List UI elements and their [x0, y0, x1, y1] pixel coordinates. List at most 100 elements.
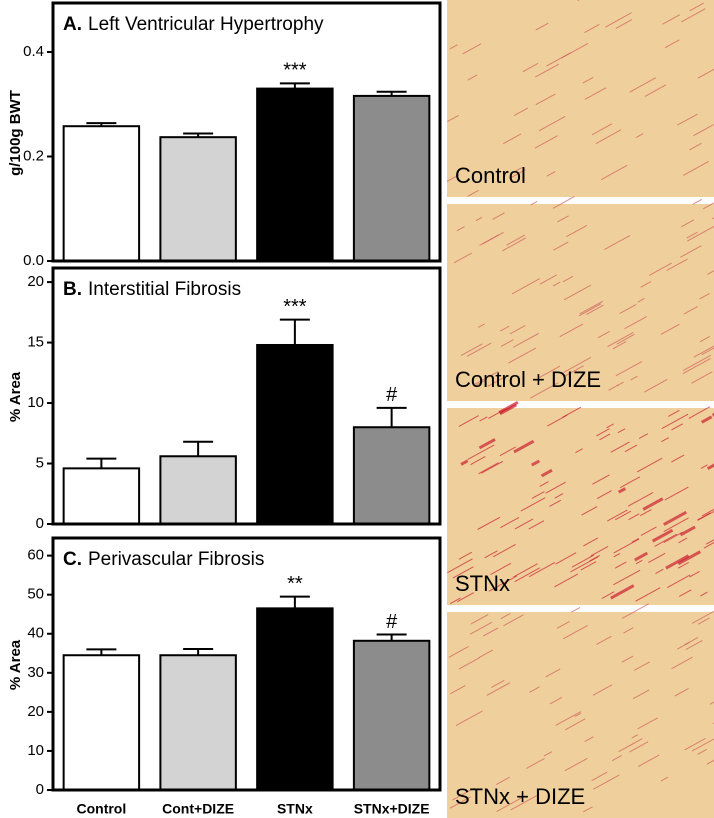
- fiber-stain: [580, 561, 597, 571]
- fiber-stain: [611, 754, 622, 762]
- fiber-stain: [584, 87, 607, 100]
- fiber-stain: [703, 542, 714, 549]
- fiber-stain: [596, 428, 610, 437]
- fiber-stain: [582, 806, 593, 813]
- fiber-stain: [538, 115, 566, 132]
- fiber-stain: [502, 133, 522, 145]
- fiber-stain: [615, 19, 633, 29]
- chart-frame: [51, 1, 442, 263]
- fiber-stain: [522, 62, 539, 73]
- y-axis-label: % Area: [7, 639, 24, 690]
- fiber-stain: [619, 303, 637, 314]
- title-text: Left Ventricular Hypertrophy: [88, 14, 324, 35]
- fiber-stain: [684, 737, 706, 751]
- bar: [256, 607, 334, 791]
- image-label: STNx: [455, 571, 510, 596]
- fiber-stain: [590, 545, 609, 557]
- significance-label: **: [287, 573, 303, 595]
- fiber-stain: [682, 354, 712, 371]
- fiber-stain: [624, 444, 638, 453]
- fiber-stain: [565, 718, 586, 731]
- fiber-stain: [514, 518, 534, 530]
- fiber-stain: [458, 415, 479, 427]
- fiber-stain: [563, 284, 592, 301]
- fiber-stain: [640, 281, 652, 288]
- fiber-stain: [525, 758, 545, 769]
- y-tick-label: 20: [27, 703, 44, 720]
- y-tick-label: 20: [27, 273, 44, 290]
- fiber-stain: [452, 566, 474, 579]
- title-text: Perivascular Fibrosis: [88, 549, 264, 570]
- bar: [352, 426, 431, 525]
- fiber-stain: [681, 8, 706, 23]
- fiber-stain: [466, 342, 492, 357]
- fiber-stain: [689, 571, 700, 578]
- fiber-stain: [462, 43, 482, 55]
- fiber-stain: [617, 487, 627, 494]
- fiber-stain: [664, 486, 689, 501]
- bar: [62, 654, 141, 791]
- fiber-stain: [664, 39, 680, 49]
- fiber-stain: [449, 597, 461, 605]
- fiber-stain: [447, 558, 473, 574]
- fiber-stain: [555, 552, 577, 565]
- fiber-stain: [610, 441, 630, 453]
- fiber-stain: [477, 516, 501, 530]
- fiber-stain: [651, 528, 674, 543]
- fiber-stain: [699, 292, 710, 300]
- fiber-stain: [449, 44, 458, 50]
- fiber-stain: [582, 76, 594, 84]
- fiber-stain: [619, 476, 641, 489]
- title-text: Interstitial Fibrosis: [88, 279, 241, 300]
- fiber-stain: [529, 686, 540, 693]
- fiber-stain: [475, 216, 483, 222]
- fiber-stain: [539, 481, 549, 487]
- fiber-stain: [610, 584, 635, 600]
- y-tick-label: 0.4: [23, 43, 44, 60]
- y-tick-label: 40: [27, 625, 44, 642]
- fiber-stain: [529, 382, 559, 399]
- fiber-stain: [540, 468, 553, 478]
- fiber-stain: [668, 409, 680, 417]
- fiber-stain: [460, 459, 469, 466]
- significance-label: #: [386, 384, 398, 406]
- fiber-stain: [661, 413, 689, 430]
- panel-letter: B.: [63, 279, 82, 300]
- fiber-stain: [553, 241, 569, 251]
- histology-image: [447, 204, 714, 401]
- fiber-stain: [484, 550, 498, 559]
- fiber-stain: [644, 84, 667, 97]
- fiber-stain: [592, 474, 610, 485]
- x-tick-label: Control: [76, 801, 126, 817]
- fiber-stain: [595, 129, 622, 145]
- fiber-stain: [539, 274, 558, 285]
- fiber-stain: [667, 574, 691, 588]
- fiber-stain: [677, 642, 690, 650]
- fiber-stain: [637, 717, 658, 730]
- fiber-stain: [511, 278, 541, 295]
- fiber-stain: [500, 613, 511, 620]
- fiber-stain: [655, 568, 664, 574]
- fiber-stain: [477, 323, 485, 328]
- fiber-stain: [450, 684, 466, 695]
- fiber-stain: [482, 627, 499, 637]
- fiber-stain: [549, 499, 562, 507]
- fiber-stain: [665, 554, 690, 570]
- y-tick-label: 0.0: [23, 252, 44, 269]
- fiber-stain: [631, 538, 640, 543]
- fiber-stain: [671, 656, 693, 670]
- fiber-stain: [614, 510, 632, 521]
- fiber-stain: [635, 133, 644, 138]
- fiber-stain: [549, 696, 563, 705]
- x-tick-label: Cont+DIZE: [162, 801, 234, 817]
- fiber-stain: [705, 539, 714, 545]
- fiber-stain: [706, 759, 714, 765]
- fiber-stain: [648, 552, 666, 564]
- fiber-stain: [487, 376, 506, 387]
- fiber-stain: [601, 591, 615, 599]
- fiber-stain: [697, 68, 714, 79]
- fiber-stain: [618, 738, 643, 753]
- fiber-stain: [579, 300, 604, 315]
- fiber-stain: [565, 365, 584, 377]
- fiber-stain: [697, 748, 708, 755]
